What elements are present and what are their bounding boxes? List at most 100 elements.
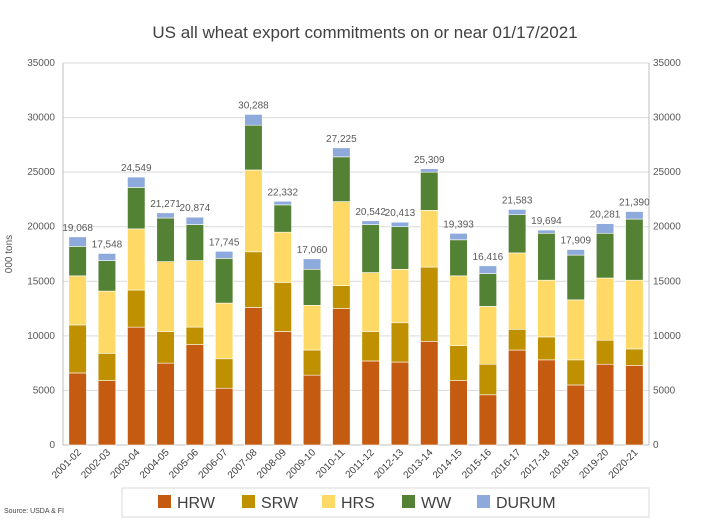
bar-segment-srw [390,322,410,363]
bar-segment-ww [595,232,615,279]
bar-segment-hrw [449,380,468,446]
total-label: 25,309 [414,155,445,166]
bar-segment-srw [566,359,585,386]
y-tick-label-right: 20000 [653,222,681,233]
bar-segment-hrs [508,252,527,330]
total-label: 19,694 [531,216,562,227]
bar-segment-durum [68,236,87,247]
bar-segment-srw [508,329,527,351]
bar-segment-ww [508,214,527,254]
bar-segment-durum [508,209,527,216]
total-label: 17,909 [560,236,591,247]
bar-segment-ww [478,273,497,307]
bar-segment-hrw [332,308,351,446]
bar-segment-durum [625,211,644,220]
y-tick-label-right: 30000 [653,113,681,124]
bar-segment-hrs [361,272,380,332]
bar-segment-hrs [566,299,585,361]
y-axis-left: 0 5000 10000 15000 20000 25000 30000 35000 [27,58,55,451]
bar-segment-ww [390,226,410,270]
total-label: 27,225 [326,134,357,145]
bar-segment-hrs [625,279,644,350]
bar-segment-durum [420,168,439,173]
bar-segment-hrs [302,304,322,351]
chart-title: US all wheat export commitments on or ne… [152,23,577,42]
bar-segment-hrw [595,363,615,446]
total-label: 17,745 [209,237,240,248]
bar-segment-ww [156,217,175,262]
bar-segment-hrw [390,361,410,446]
bar-segment-hrw [302,374,322,446]
bar-segment-srw [332,285,351,309]
bar-segment-hrw [215,387,234,446]
y-tick-label-left: 20000 [27,222,55,233]
bar-segment-ww [420,171,439,211]
bar-segment-ww [361,224,380,273]
source-note: Source: USDA & FI [4,508,64,515]
bar-segment-ww [244,124,263,171]
legend-swatch-srw [242,495,255,508]
total-label: 17,548 [92,239,123,250]
total-label: 20,874 [180,203,211,214]
y-tick-label-left: 25000 [27,167,55,178]
bar-segment-srw [420,266,439,342]
bar-segment-srw [361,331,380,362]
y-tick-label-right: 15000 [653,276,681,287]
y-tick-label-right: 35000 [653,58,681,69]
legend: HRW SRW HRS WW DURUM [158,495,556,512]
y-tick-label-left: 5000 [33,385,56,396]
bar-segment-hrs [185,260,204,328]
bar-segment-durum [566,249,585,256]
bar-segment-hrw [68,372,87,446]
bar-segment-srw [273,282,292,332]
bar-segment-durum [156,212,175,219]
y-tick-label-left: 35000 [27,58,55,69]
bar-segment-durum [97,253,117,261]
legend-label-srw: SRW [261,495,299,512]
bar-segment-durum [449,233,468,241]
total-label: 22,332 [267,187,298,198]
y-tick-label-left: 30000 [27,113,55,124]
y-tick-label-right: 10000 [653,331,681,342]
y-axis-label: 000 tons [4,235,15,273]
bar-segment-hrw [566,384,585,446]
bar-segment-ww [97,260,117,292]
total-label: 30,288 [238,100,269,111]
bar-segment-hrs [68,275,87,326]
bar-segment-ww [332,156,351,202]
legend-swatch-hrw [158,495,171,508]
bar-segment-hrw [478,394,497,446]
bar-segment-hrw [420,341,439,446]
total-label: 19,068 [62,223,93,234]
bars [68,114,644,446]
y-tick-label-left: 15000 [27,276,55,287]
total-label: 19,393 [443,219,474,230]
legend-swatch-durum [477,495,490,508]
legend-label-ww: WW [421,495,452,512]
bar-segment-durum [185,216,204,225]
total-label: 20,281 [590,210,621,221]
bar-segment-srw [478,363,497,396]
bar-segment-hrs [127,228,146,291]
total-label: 21,583 [502,195,533,206]
y-tick-label-left: 0 [49,440,55,451]
bar-segment-srw [595,339,615,365]
bar-segment-srw [127,289,146,328]
bar-segment-hrw [508,349,527,446]
bar-segment-ww [566,254,585,301]
bar-segment-srw [625,348,644,366]
y-tick-label-right: 0 [653,440,659,451]
bar-segment-hrs [478,306,497,365]
bar-segment-hrs [97,290,117,354]
legend-box [121,487,650,518]
bar-segment-durum [361,220,380,225]
bar-segment-srw [244,251,263,308]
bar-segment-hrw [156,362,175,446]
bar-segment-srw [215,358,234,389]
bar-segment-hrw [97,380,117,446]
bar-segment-hrs [449,275,468,346]
bar-segment-srw [449,345,468,381]
bar-segment-ww [537,232,556,281]
y-tick-label-left: 10000 [27,331,55,342]
